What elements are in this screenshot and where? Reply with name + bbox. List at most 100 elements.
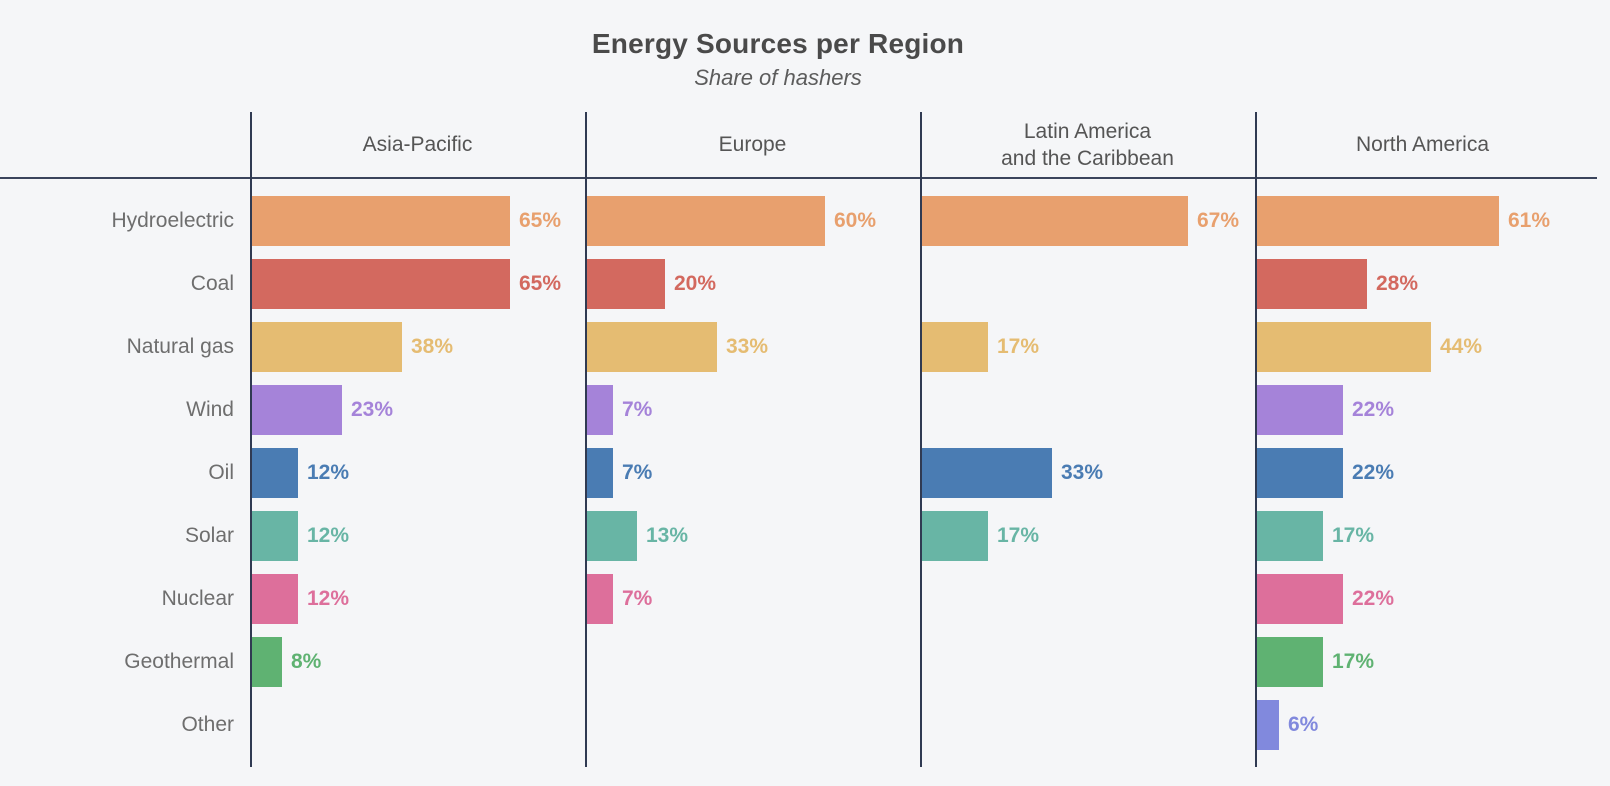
bar-solar-latin-america-and-the-caribbean xyxy=(920,510,988,561)
chart-row-geothermal: Geothermal 8% 17% xyxy=(0,630,1597,693)
bar-cell-other-latin-america-and-the-caribbean xyxy=(920,693,1255,756)
value-label-natural-gas-europe: 33% xyxy=(726,334,769,358)
facet-divider-europe xyxy=(585,112,587,767)
bar-geothermal-north-america xyxy=(1255,636,1323,687)
row-label-wind: Wind xyxy=(186,397,234,421)
row-label-nuclear: Nuclear xyxy=(161,586,234,610)
bar-wind-asia-pacific xyxy=(250,384,342,435)
bar-hydroelectric-north-america xyxy=(1255,195,1499,246)
bar-coal-europe xyxy=(585,258,665,309)
bar-cell-other-north-america: 6% xyxy=(1255,693,1590,756)
bar-cell-geothermal-latin-america-and-the-caribbean xyxy=(920,630,1255,693)
chart-row-wind: Wind 23% 7% 22% xyxy=(0,378,1597,441)
column-header-row: Asia-Pacific Europe Latin America and th… xyxy=(0,112,1597,179)
bar-wind-europe xyxy=(585,384,613,435)
bar-cell-wind-asia-pacific: 23% xyxy=(250,378,585,441)
row-label-other: Other xyxy=(181,712,234,736)
bar-cell-other-europe xyxy=(585,693,920,756)
value-label-oil-asia-pacific: 12% xyxy=(307,460,350,484)
bar-cell-wind-europe: 7% xyxy=(585,378,920,441)
bar-cell-hydroelectric-latin-america-and-the-caribbean: 67% xyxy=(920,189,1255,252)
bar-solar-asia-pacific xyxy=(250,510,298,561)
bar-cell-wind-north-america: 22% xyxy=(1255,378,1590,441)
chart-table: Asia-Pacific Europe Latin America and th… xyxy=(0,112,1597,767)
value-label-other-north-america: 6% xyxy=(1288,712,1319,736)
value-label-oil-north-america: 22% xyxy=(1352,460,1395,484)
value-label-hydroelectric-north-america: 61% xyxy=(1508,208,1551,232)
row-label-geothermal: Geothermal xyxy=(124,649,234,673)
chart-row-nuclear: Nuclear 12% 7% 22% xyxy=(0,567,1597,630)
bar-cell-hydroelectric-europe: 60% xyxy=(585,189,920,252)
value-label-geothermal-north-america: 17% xyxy=(1332,649,1375,673)
bar-cell-natural-gas-asia-pacific: 38% xyxy=(250,315,585,378)
value-label-natural-gas-latin-america-and-the-caribbean: 17% xyxy=(997,334,1040,358)
value-label-oil-latin-america-and-the-caribbean: 33% xyxy=(1061,460,1104,484)
row-label-coal: Coal xyxy=(190,271,234,295)
value-label-hydroelectric-latin-america-and-the-caribbean: 67% xyxy=(1197,208,1240,232)
chart-title: Energy Sources per Region xyxy=(591,28,965,59)
chart-body: Hydroelectric 65% 60% 67% 61% Coal 65% 20% 28% Na… xyxy=(0,179,1597,756)
bar-cell-solar-asia-pacific: 12% xyxy=(250,504,585,567)
bar-cell-oil-asia-pacific: 12% xyxy=(250,441,585,504)
facet-divider-latin-america xyxy=(920,112,922,767)
value-label-natural-gas-north-america: 44% xyxy=(1440,334,1483,358)
value-label-natural-gas-asia-pacific: 38% xyxy=(411,334,454,358)
value-label-oil-europe: 7% xyxy=(622,460,653,484)
bar-natural-gas-europe xyxy=(585,321,717,372)
value-label-nuclear-north-america: 22% xyxy=(1352,586,1395,610)
value-label-solar-asia-pacific: 12% xyxy=(307,523,350,547)
value-label-solar-latin-america-and-the-caribbean: 17% xyxy=(997,523,1040,547)
bar-natural-gas-latin-america-and-the-caribbean xyxy=(920,321,988,372)
value-label-solar-north-america: 17% xyxy=(1332,523,1375,547)
chart-row-hydroelectric: Hydroelectric 65% 60% 67% 61% xyxy=(0,189,1597,252)
value-label-nuclear-europe: 7% xyxy=(622,586,653,610)
chart-row-natural-gas: Natural gas 38% 33% 17% 44% xyxy=(0,315,1597,378)
bar-cell-natural-gas-north-america: 44% xyxy=(1255,315,1590,378)
bar-cell-coal-asia-pacific: 65% xyxy=(250,252,585,315)
bar-cell-nuclear-north-america: 22% xyxy=(1255,567,1590,630)
bar-hydroelectric-asia-pacific xyxy=(250,195,510,246)
bar-cell-solar-north-america: 17% xyxy=(1255,504,1590,567)
column-header-asia-pacific: Asia-Pacific xyxy=(362,133,473,156)
bar-cell-geothermal-asia-pacific: 8% xyxy=(250,630,585,693)
bar-oil-europe xyxy=(585,447,613,498)
bar-solar-europe xyxy=(585,510,637,561)
value-label-coal-north-america: 28% xyxy=(1376,271,1419,295)
column-header-europe: Europe xyxy=(718,133,787,156)
chart-row-other: Other 6% xyxy=(0,693,1597,756)
bar-nuclear-asia-pacific xyxy=(250,573,298,624)
bar-cell-nuclear-europe: 7% xyxy=(585,567,920,630)
bar-cell-coal-europe: 20% xyxy=(585,252,920,315)
bar-geothermal-asia-pacific xyxy=(250,636,282,687)
value-label-nuclear-asia-pacific: 12% xyxy=(307,586,350,610)
row-label-natural-gas: Natural gas xyxy=(126,334,234,358)
bar-cell-oil-latin-america-and-the-caribbean: 33% xyxy=(920,441,1255,504)
chart-row-coal: Coal 65% 20% 28% xyxy=(0,252,1597,315)
bar-cell-wind-latin-america-and-the-caribbean xyxy=(920,378,1255,441)
bar-natural-gas-asia-pacific xyxy=(250,321,402,372)
bar-cell-coal-north-america: 28% xyxy=(1255,252,1590,315)
chart-subtitle: Share of hashers xyxy=(694,65,862,90)
value-label-hydroelectric-europe: 60% xyxy=(834,208,877,232)
bar-hydroelectric-latin-america-and-the-caribbean xyxy=(920,195,1188,246)
bar-oil-latin-america-and-the-caribbean xyxy=(920,447,1052,498)
value-label-geothermal-asia-pacific: 8% xyxy=(291,649,322,673)
bar-oil-north-america xyxy=(1255,447,1343,498)
facet-divider-north-america xyxy=(1255,112,1257,767)
title-block: Energy Sources per Region Share of hashe… xyxy=(0,0,1556,94)
bar-solar-north-america xyxy=(1255,510,1323,561)
facet-divider-asia-pacific xyxy=(250,112,252,767)
bar-nuclear-north-america xyxy=(1255,573,1343,624)
bar-cell-oil-north-america: 22% xyxy=(1255,441,1590,504)
bar-cell-geothermal-north-america: 17% xyxy=(1255,630,1590,693)
chart-row-solar: Solar 12% 13% 17% 17% xyxy=(0,504,1597,567)
value-label-coal-europe: 20% xyxy=(674,271,717,295)
bar-cell-natural-gas-europe: 33% xyxy=(585,315,920,378)
bar-natural-gas-north-america xyxy=(1255,321,1431,372)
bar-cell-oil-europe: 7% xyxy=(585,441,920,504)
value-label-wind-north-america: 22% xyxy=(1352,397,1395,421)
value-label-solar-europe: 13% xyxy=(646,523,689,547)
bar-oil-asia-pacific xyxy=(250,447,298,498)
column-header-north-america: North America xyxy=(1355,133,1490,156)
